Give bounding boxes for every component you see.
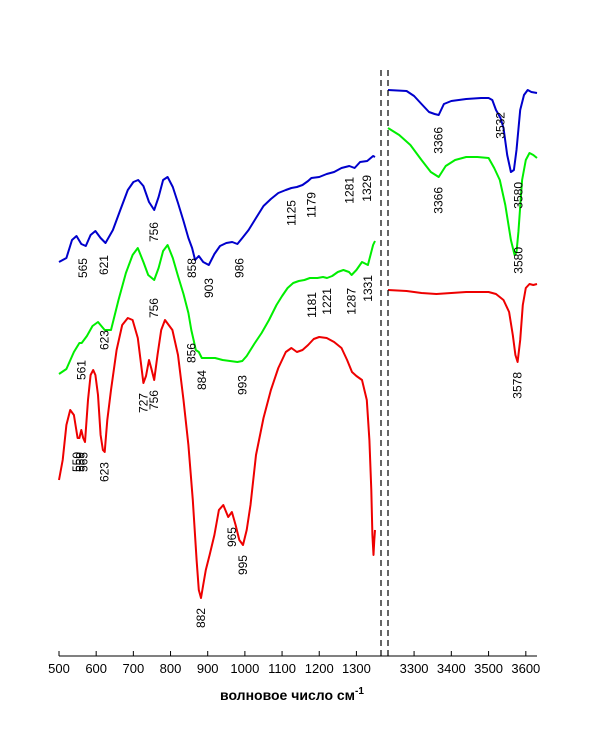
peak-label-3580: 3580: [511, 247, 525, 274]
x-tick-label-500: 500: [48, 661, 70, 676]
peak-label-623: 623: [98, 462, 112, 482]
peak-label-559: 559: [74, 452, 88, 472]
x-tick-label-600: 600: [85, 661, 107, 676]
peak-label-1331: 1331: [361, 275, 375, 302]
peak-label-623: 623: [98, 330, 112, 350]
peak-label-727: 727: [136, 393, 150, 413]
x-axis-title-text: волновое число см: [220, 687, 355, 703]
peak-label-3366: 3366: [432, 187, 446, 214]
x-tick-label-800: 800: [160, 661, 182, 676]
peak-label-1281: 1281: [342, 177, 356, 204]
x-tick-label-3300: 3300: [400, 661, 429, 676]
x-tick-label-900: 900: [197, 661, 219, 676]
series-3-left-line: [58, 317, 376, 599]
peak-label-995: 995: [236, 555, 250, 575]
series-1-left-line: [58, 155, 376, 266]
peak-label-1181: 1181: [305, 292, 319, 318]
peak-label-903: 903: [202, 278, 216, 298]
series-2-right-line: [387, 127, 538, 256]
peak-label-756: 756: [147, 222, 161, 242]
x-tick-label-1300: 1300: [342, 661, 371, 676]
peak-label-3580: 3580: [511, 182, 525, 209]
peak-label-856: 856: [184, 343, 198, 363]
peak-label-1125: 1125: [284, 200, 298, 226]
series-layer: [58, 89, 538, 599]
x-axis-title-superscript: -1: [355, 686, 364, 697]
x-axis: 500 600 700 800 900 1000 1100 1200 1300 3300 3400 3…: [48, 651, 540, 676]
axis-break: [380, 70, 389, 656]
peak-label-565: 565: [77, 452, 91, 472]
peak-label-986: 986: [233, 258, 247, 278]
x-tick-label-3400: 3400: [437, 661, 466, 676]
peak-label-3578: 3578: [511, 372, 525, 399]
peak-label-565: 565: [76, 258, 90, 278]
peak-label-1329: 1329: [360, 175, 374, 202]
series-2-left-line: [58, 240, 376, 375]
x-tick-label-3600: 3600: [511, 661, 540, 676]
peak-label-993: 993: [235, 375, 249, 395]
x-axis-title: волновое число см-1: [220, 686, 364, 703]
peak-label-858: 858: [185, 258, 199, 278]
x-tick-label-1000: 1000: [230, 661, 259, 676]
peak-label-3366: 3366: [432, 127, 446, 154]
peak-label-621: 621: [97, 255, 111, 275]
peak-label-882: 882: [194, 608, 208, 628]
x-tick-label-1200: 1200: [305, 661, 334, 676]
peak-label-550: 550: [70, 452, 84, 472]
peak-label-3532: 3532: [493, 112, 507, 139]
peak-label-1179: 1179: [304, 192, 318, 218]
x-tick-label-1100: 1100: [268, 661, 296, 676]
peak-label-561: 561: [75, 360, 89, 380]
series-1-right-line: [387, 89, 538, 173]
x-tick-label-700: 700: [123, 661, 145, 676]
peak-label-756: 756: [147, 390, 161, 410]
peak-label-1221: 1221: [320, 288, 334, 315]
peak-label-965: 965: [225, 527, 239, 547]
series-3-right-line: [387, 283, 538, 363]
peak-label-756: 756: [147, 298, 161, 318]
peak-label-1287: 1287: [345, 288, 359, 315]
peak-label-884: 884: [195, 370, 209, 390]
x-tick-label-3500: 3500: [474, 661, 503, 676]
